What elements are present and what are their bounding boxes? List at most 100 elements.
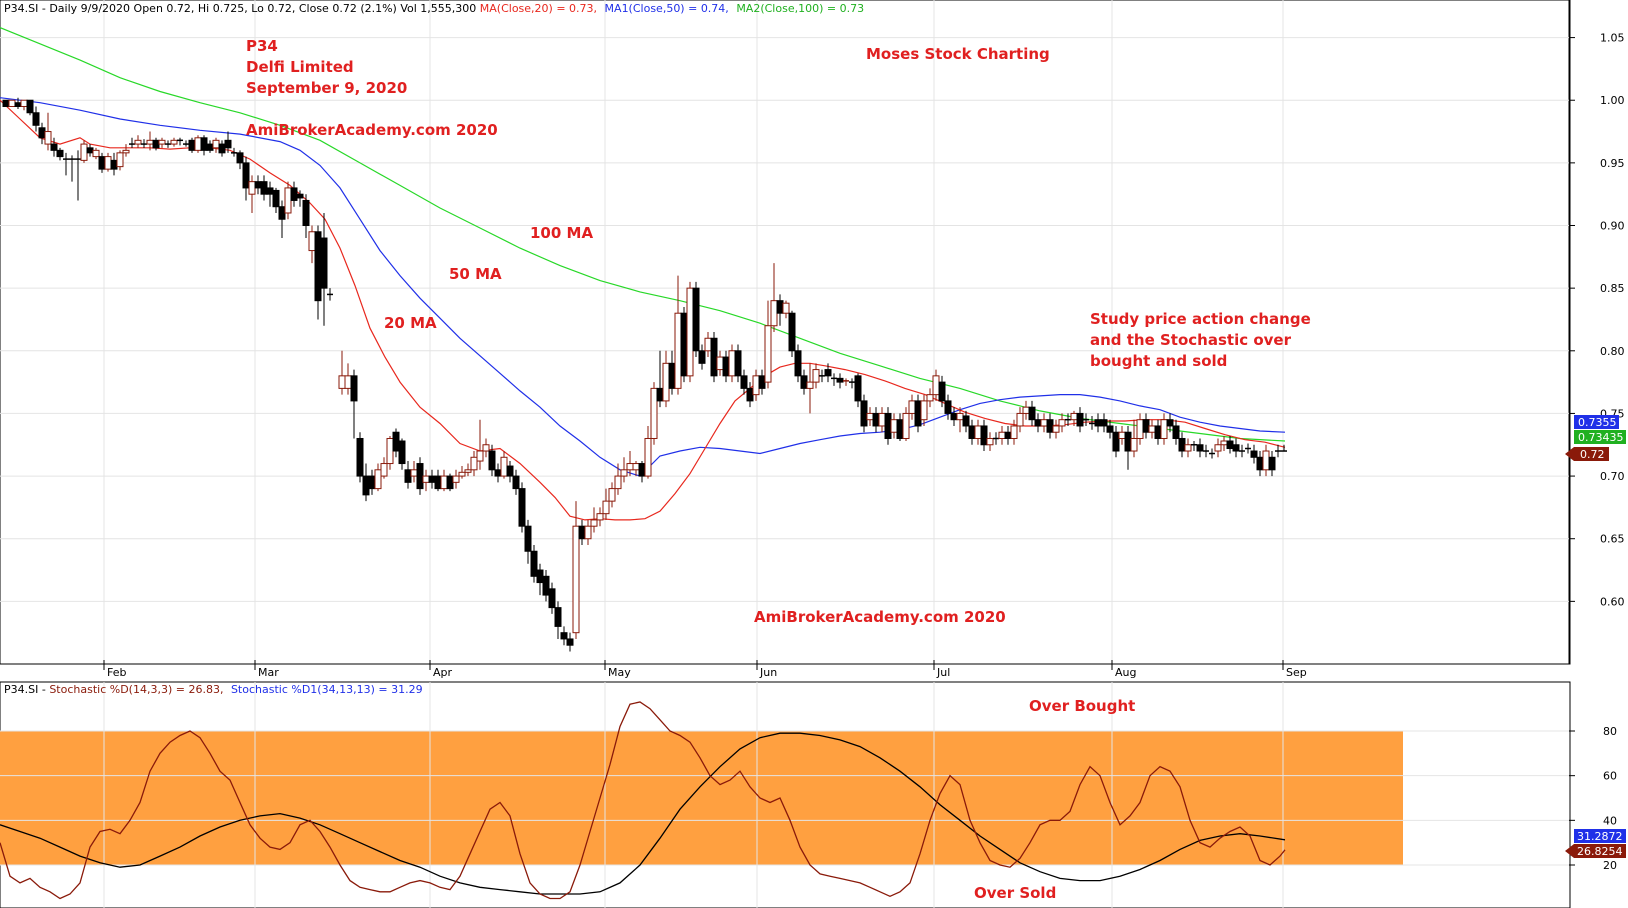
candle [2, 99, 10, 107]
candle [63, 152, 69, 176]
candle [1191, 440, 1197, 452]
candle [824, 363, 832, 383]
candle [404, 461, 412, 489]
candle [836, 373, 844, 389]
candle-body [578, 525, 586, 540]
candle [950, 407, 958, 426]
candle [494, 463, 502, 483]
candle [80, 140, 88, 163]
candle [242, 156, 250, 201]
candle [470, 451, 478, 477]
price-y-tick-label: 1.05 [1600, 32, 1625, 45]
candle-body [32, 112, 40, 126]
candle-body [368, 475, 376, 490]
candle [1250, 444, 1258, 464]
candle [974, 419, 982, 445]
candle [614, 463, 622, 495]
study-text-line2: and the Stochastic over [1090, 331, 1292, 349]
candle [320, 212, 328, 326]
candle-body [968, 425, 976, 439]
candle [986, 432, 994, 452]
candle [620, 457, 628, 483]
candle-body [1142, 419, 1150, 433]
candle [327, 288, 333, 301]
candle [993, 432, 999, 445]
candle-body [1172, 425, 1180, 439]
candle-body [692, 287, 700, 352]
stochastic-fast-line [0, 701, 1286, 900]
candle-body [110, 159, 118, 170]
x-tick-label: Apr [433, 666, 453, 679]
candle [26, 99, 34, 116]
candle-body [260, 181, 268, 195]
candle-body [518, 488, 526, 527]
candle-body [722, 356, 730, 377]
candle-body [212, 139, 220, 149]
candle-body [998, 431, 1006, 439]
candle-body [488, 450, 496, 471]
candle [374, 463, 382, 492]
candle-body [104, 156, 112, 170]
candle-body [1058, 419, 1066, 427]
candle-body [506, 465, 514, 477]
candle [998, 425, 1006, 445]
candle-body [1232, 444, 1240, 452]
candle-body [1004, 431, 1012, 439]
candle [296, 190, 304, 207]
candle [776, 294, 784, 326]
candle-body [944, 400, 952, 414]
candle-body [902, 412, 910, 439]
stochastic-y-tick-label: 20 [1603, 859, 1617, 872]
candle [177, 137, 183, 146]
x-tick-label: Mar [258, 666, 279, 679]
brand-label: Moses Stock Charting [866, 45, 1050, 63]
candle-body [194, 137, 202, 151]
candle [800, 369, 808, 395]
badge-ma100: 0.73435 [1574, 430, 1626, 444]
candle-body [914, 400, 922, 427]
candle [92, 147, 100, 160]
candle-body [428, 475, 436, 483]
candle-body [716, 356, 724, 371]
candle [20, 99, 28, 111]
candle [1094, 413, 1102, 433]
candle-body [1076, 412, 1084, 427]
candle [872, 407, 880, 433]
x-ticks: Feb Mar Apr May Jun Jul Aug Sep [103, 660, 1307, 679]
candle-body [764, 325, 772, 383]
candle [116, 150, 124, 171]
label-50ma: 50 MA [449, 265, 502, 283]
candle [1046, 413, 1054, 439]
candle [75, 150, 81, 201]
candle-body [200, 137, 208, 151]
candle [260, 175, 268, 201]
candle-body [872, 412, 880, 427]
candle [920, 394, 928, 426]
candle-body [278, 206, 286, 220]
candle-body [44, 131, 52, 145]
candle-body [938, 381, 946, 402]
candle [104, 152, 112, 172]
candle-body [8, 99, 16, 107]
candle-body [416, 463, 424, 490]
candle [158, 137, 166, 148]
candle [1178, 432, 1186, 458]
candle-body [248, 181, 256, 195]
candle-body [1124, 431, 1132, 452]
candle [188, 137, 196, 153]
candle-body [1166, 419, 1174, 427]
candle-body [320, 237, 328, 289]
price-y-tick-label: 0.90 [1600, 220, 1625, 233]
candle-body [980, 425, 988, 446]
candle [1196, 438, 1204, 458]
candle [362, 463, 370, 502]
candle [44, 112, 52, 151]
candle [1052, 419, 1060, 439]
candle [165, 140, 171, 148]
price-header-prefix: P34.SI - Daily 9/9/2020 Open 0.72, Hi 0.… [4, 2, 480, 15]
price-header-ma100: MA2(Close,100) = 0.73 [736, 2, 864, 15]
candle-body [242, 162, 250, 189]
candle [806, 363, 814, 414]
candle [566, 632, 574, 652]
